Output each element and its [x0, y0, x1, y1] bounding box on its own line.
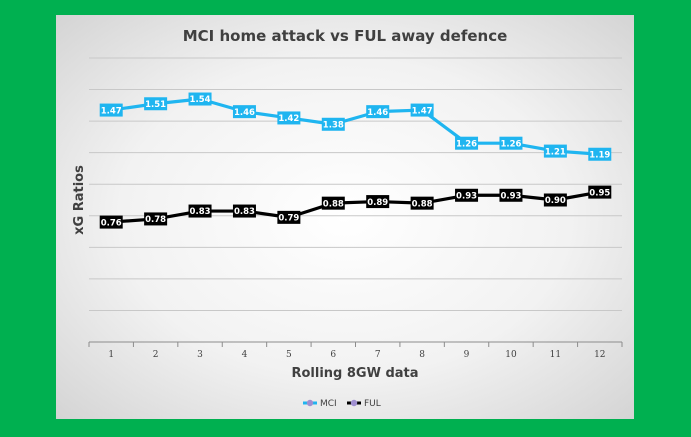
data-label: 1.21 — [545, 147, 566, 157]
y-axis-title: xG Ratios — [72, 165, 87, 235]
data-label: 0.83 — [234, 207, 255, 217]
data-label-box — [366, 105, 390, 119]
data-label: 0.93 — [500, 191, 521, 201]
data-label-box — [277, 111, 301, 125]
data-label: 0.89 — [367, 198, 388, 208]
data-label: 1.26 — [456, 139, 477, 149]
legend-marker — [350, 399, 358, 407]
data-label-box — [144, 97, 168, 111]
data-label: 0.76 — [101, 218, 122, 228]
data-label-box — [188, 92, 212, 106]
legend-label: MCI — [320, 399, 337, 409]
data-label-box — [543, 193, 567, 207]
data-label-box — [410, 103, 434, 117]
x-tick-label: 12 — [594, 350, 605, 360]
data-label: 0.88 — [412, 199, 433, 209]
data-label: 0.88 — [323, 199, 344, 209]
data-label-box — [232, 204, 256, 218]
data-label-box — [321, 117, 345, 131]
data-label: 1.42 — [278, 114, 299, 124]
data-label: 0.95 — [589, 188, 610, 198]
x-tick-label: 2 — [153, 350, 159, 360]
data-label-box — [588, 147, 612, 161]
x-tick-label: 6 — [330, 350, 336, 360]
x-tick-label: 1 — [108, 350, 114, 360]
legend-item-ful: FUL — [347, 399, 381, 409]
data-label: 0.79 — [278, 214, 299, 224]
x-tick-label: 9 — [464, 350, 470, 360]
data-label-box — [588, 185, 612, 199]
data-label: 1.47 — [101, 106, 122, 116]
data-label-box — [99, 103, 123, 117]
data-label: 1.46 — [234, 108, 255, 118]
x-axis-title: Rolling 8GW data — [291, 366, 418, 381]
legend-label: FUL — [364, 399, 381, 409]
legend: MCI FUL — [303, 399, 381, 409]
data-label-box — [232, 105, 256, 119]
data-label: 1.19 — [589, 150, 610, 160]
data-label-box — [455, 188, 479, 202]
series-mci: 1.47 1.51 1.54 1.46 1.42 1.38 1.46 1.47 1.26 1.26… — [99, 92, 612, 161]
data-label-box — [366, 195, 390, 209]
data-label: 1.47 — [412, 106, 433, 116]
data-label-box — [277, 210, 301, 224]
data-label: 1.51 — [145, 100, 166, 110]
data-label: 1.38 — [323, 120, 344, 130]
x-tick-label: 5 — [286, 350, 292, 360]
x-tick-labels: 1 2 3 4 5 6 7 8 9 10 11 12 — [108, 350, 605, 360]
legend-item-mci: MCI — [303, 399, 337, 409]
data-label: 0.83 — [190, 207, 211, 217]
data-label: 0.93 — [456, 191, 477, 201]
data-label-box — [144, 212, 168, 226]
x-tick-label: 8 — [419, 350, 425, 360]
data-label-box — [499, 188, 523, 202]
x-tick-label: 11 — [550, 350, 561, 360]
data-label: 0.90 — [545, 196, 566, 206]
data-label: 1.54 — [190, 95, 211, 105]
legend-marker — [306, 399, 314, 407]
data-label-box — [321, 196, 345, 210]
gridlines — [88, 57, 623, 347]
data-label: 0.78 — [145, 215, 166, 225]
series-layer: 1.47 1.51 1.54 1.46 1.42 1.38 1.46 1.47 1.26 1.26… — [99, 92, 612, 229]
series-ful: 0.76 0.78 0.83 0.83 0.79 0.88 0.89 0.88 0.93 0.93… — [99, 185, 612, 229]
data-label: 1.26 — [500, 139, 521, 149]
data-label: 1.46 — [367, 108, 388, 118]
data-label-box — [499, 136, 523, 150]
series-line — [110, 97, 600, 156]
x-tick-label: 7 — [375, 350, 381, 360]
series-line — [111, 190, 601, 224]
x-tick-label: 3 — [197, 350, 203, 360]
data-label-box — [99, 215, 123, 229]
x-tick-label: 10 — [505, 350, 517, 360]
data-label-box — [410, 196, 434, 210]
chart-title: MCI home attack vs FUL away defence — [183, 27, 508, 45]
data-label-box — [543, 144, 567, 158]
data-label-box — [188, 204, 212, 218]
x-tick-label: 4 — [242, 350, 248, 360]
data-label-box — [455, 136, 479, 150]
